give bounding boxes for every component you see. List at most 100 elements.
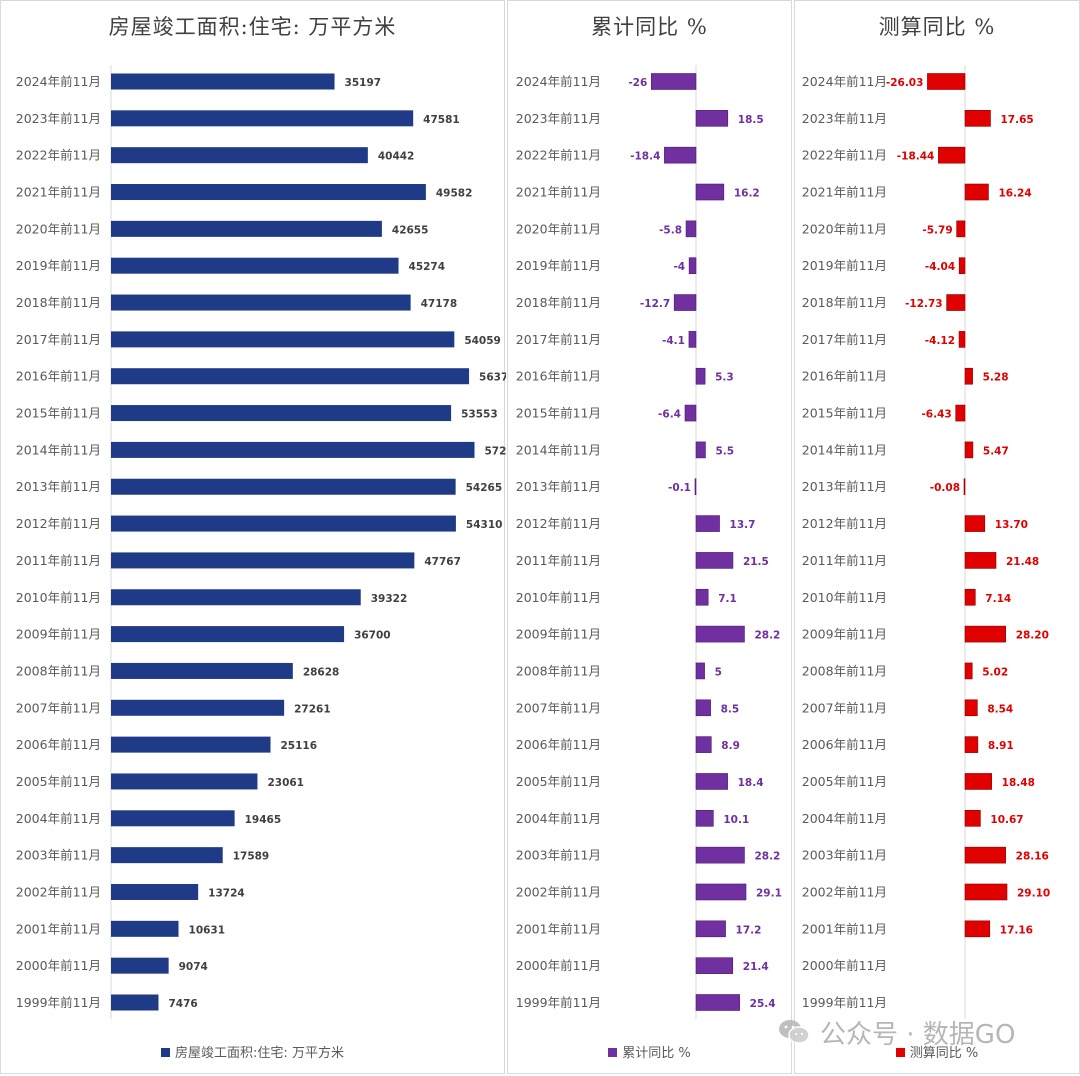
category-tick-label: 2008年前11月 xyxy=(516,663,601,678)
bar xyxy=(964,552,997,569)
data-label: 5.47 xyxy=(983,445,1009,457)
data-label: 54310 xyxy=(466,519,503,531)
bar xyxy=(688,331,697,348)
bar xyxy=(695,809,714,827)
category-tick-label: 2014年前11月 xyxy=(516,442,601,457)
bar xyxy=(111,589,361,606)
category-tick-label: 2009年前11月 xyxy=(802,627,887,642)
data-label: 8.91 xyxy=(988,740,1014,752)
bar xyxy=(964,662,973,680)
data-label: 8.54 xyxy=(987,703,1013,715)
category-tick-label: 2012年前11月 xyxy=(16,516,101,531)
bar xyxy=(695,552,734,569)
category-tick-label: 2020年前11月 xyxy=(802,221,887,236)
legend: 测算同比 % xyxy=(795,1042,1079,1061)
bar xyxy=(111,847,223,864)
category-tick-label: 2020年前11月 xyxy=(516,221,601,236)
data-label: -5.8 xyxy=(659,224,682,236)
bar xyxy=(938,146,966,164)
data-label: 27261 xyxy=(294,703,331,715)
bar xyxy=(684,404,697,422)
chart-title: 累计同比 % xyxy=(591,15,708,39)
bar xyxy=(111,699,285,716)
category-tick-label: 2023年前11月 xyxy=(802,111,887,126)
data-label: -4.04 xyxy=(925,261,955,273)
data-label: 28.20 xyxy=(1016,630,1049,642)
legend: 房屋竣工面积:住宅: 万平方米 xyxy=(1,1042,504,1061)
category-tick-label: 2011年前11月 xyxy=(802,553,887,568)
bar xyxy=(111,294,411,311)
data-label: 17589 xyxy=(233,851,270,863)
bar xyxy=(111,257,399,274)
data-label: 53553 xyxy=(461,409,498,421)
category-tick-label: 2021年前11月 xyxy=(802,185,887,200)
category-tick-label: 2007年前11月 xyxy=(516,700,601,715)
category-tick-label: 2017年前11月 xyxy=(802,332,887,347)
bar xyxy=(695,625,745,643)
data-label: 8.9 xyxy=(721,740,740,752)
data-label: 5 xyxy=(715,666,722,678)
data-label: 21.4 xyxy=(743,961,769,973)
bar xyxy=(964,699,978,717)
bar xyxy=(111,736,271,753)
data-label: -5.79 xyxy=(922,224,952,236)
data-label: 9074 xyxy=(179,961,208,973)
category-tick-label: 2002年前11月 xyxy=(516,884,601,899)
data-label: 10.67 xyxy=(990,814,1023,826)
data-label: -6.43 xyxy=(921,409,951,421)
chart-title: 测算同比 % xyxy=(878,15,996,39)
legend: 累计同比 % xyxy=(508,1042,791,1061)
watermark: 公众号 · 数据GO xyxy=(778,1012,1015,1052)
data-label: 7.14 xyxy=(985,593,1011,605)
bar xyxy=(688,257,697,275)
category-tick-label: 2004年前11月 xyxy=(802,811,887,826)
legend-swatch xyxy=(161,1048,171,1057)
category-tick-label: 2010年前11月 xyxy=(16,590,101,605)
category-tick-label: 2012年前11月 xyxy=(802,516,887,531)
data-label: -0.1 xyxy=(668,482,691,494)
data-label: 7.1 xyxy=(718,593,737,605)
category-tick-label: 2012年前11月 xyxy=(516,516,601,531)
category-tick-label: 2001年前11月 xyxy=(802,921,887,936)
bar xyxy=(695,441,706,459)
category-tick-label: 2000年前11月 xyxy=(16,958,101,973)
bar xyxy=(956,220,966,238)
bar xyxy=(111,73,335,90)
data-label: 16.24 xyxy=(998,188,1031,200)
category-tick-label: 2023年前11月 xyxy=(516,111,601,126)
bar xyxy=(111,626,345,643)
bar xyxy=(695,367,706,385)
category-tick-label: 2017年前11月 xyxy=(16,332,101,347)
bar xyxy=(964,809,981,827)
bar xyxy=(111,147,368,164)
data-label: 5.5 xyxy=(715,445,734,457)
category-tick-label: 2002年前11月 xyxy=(16,884,101,899)
data-label: 18.4 xyxy=(738,777,764,789)
category-tick-label: 2009年前11月 xyxy=(16,627,101,642)
bar xyxy=(111,405,452,422)
category-tick-label: 1999年前11月 xyxy=(802,995,887,1010)
bar xyxy=(111,220,382,237)
legend-swatch xyxy=(895,1048,905,1057)
category-tick-label: 2016年前11月 xyxy=(802,369,887,384)
category-tick-label: 2010年前11月 xyxy=(802,590,887,605)
bar-chart-calculated-yoy: 2024年前11月-26.03 2023年前11月 17.65 2022年前11月 -1… xyxy=(802,65,1050,1019)
data-label: 29.10 xyxy=(1017,887,1050,899)
bar xyxy=(964,773,992,790)
data-label: 28628 xyxy=(303,666,340,678)
category-tick-label: 2005年前11月 xyxy=(16,774,101,789)
data-label: -26 xyxy=(628,77,647,89)
data-label: -4.1 xyxy=(662,335,685,347)
category-tick-label: 2015年前11月 xyxy=(16,406,101,421)
bar xyxy=(695,588,709,606)
data-label: 23061 xyxy=(267,777,304,789)
category-tick-label: 2010年前11月 xyxy=(516,590,601,605)
category-tick-label: 2021年前11月 xyxy=(516,185,601,200)
chart-panel-calculated-yoy: 测算同比 % 2024年前11月 -26.03 2023年前11月 17.65 2022… xyxy=(794,0,1080,1074)
bar xyxy=(695,183,725,201)
category-tick-label: 2000年前11月 xyxy=(516,958,601,973)
wechat-icon xyxy=(779,1020,810,1044)
category-tick-label: 2006年前11月 xyxy=(802,737,887,752)
category-tick-label: 2008年前11月 xyxy=(16,663,101,678)
bar xyxy=(695,994,740,1011)
